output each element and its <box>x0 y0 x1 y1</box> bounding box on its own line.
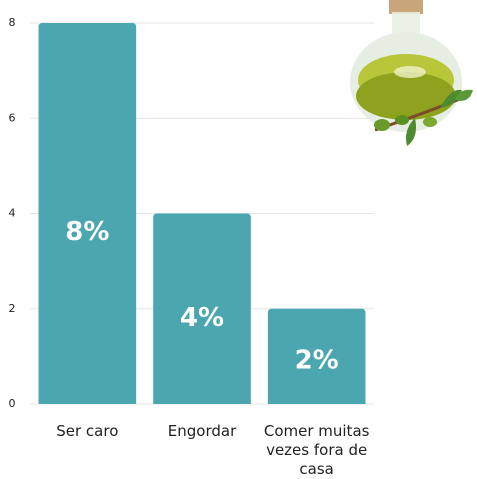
x-tick-label: Engordar <box>143 422 261 441</box>
value-label: 8% <box>65 217 109 247</box>
y-tick-label: 4 <box>9 207 16 220</box>
chart: 0 2 4 6 8 8% 4% 2% Ser caroEngordarComer muitas… <box>0 0 477 479</box>
value-label: 4% <box>180 303 224 333</box>
x-tick-label: Ser caro <box>28 422 146 441</box>
y-tick-label: 2 <box>9 302 16 315</box>
value-label: 2% <box>295 346 339 376</box>
y-tick-label: 8 <box>9 16 16 29</box>
plot: 0 2 4 6 8 8% 4% 2% <box>0 0 477 479</box>
x-tick-label: Comer muitas vezes fora de casa <box>258 422 376 479</box>
y-tick-label: 0 <box>9 397 16 410</box>
bar <box>39 23 137 404</box>
olive-oil-illustration <box>350 0 473 146</box>
y-tick-label: 6 <box>9 111 16 124</box>
